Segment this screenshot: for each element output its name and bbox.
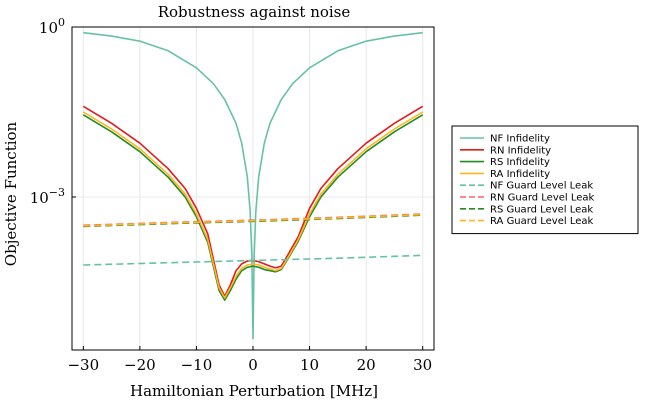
x-tick-label: −10: [181, 356, 213, 374]
x-axis-label: Hamiltonian Perturbation [MHz]: [130, 382, 378, 400]
x-tick-label: −30: [67, 356, 99, 374]
series-line-ra-infidelity: [82, 111, 424, 299]
series-line-nf-guard-level-leak: [83, 254, 423, 266]
series-line-ra-guard-level-leak: [83, 213, 423, 227]
legend-label: NF Infidelity: [490, 134, 550, 145]
y-tick-label: 10−3: [30, 186, 65, 207]
legend-label: RN Guard Level Leak: [490, 193, 595, 204]
x-tick-label: −20: [124, 356, 156, 374]
y-axis-label: Objective Function: [2, 121, 20, 266]
legend-label: NF Guard Level Leak: [490, 181, 593, 192]
series-line-rs-infidelity: [82, 114, 424, 301]
legend-label: RN Infidelity: [490, 145, 551, 156]
y-axis: 100 10−3: [30, 16, 76, 207]
legend-label: RS Infidelity: [490, 157, 550, 168]
x-tick-label: 10: [300, 356, 319, 374]
legend-label: RS Guard Level Leak: [490, 204, 593, 215]
x-tick-label: 0: [248, 356, 258, 374]
legend-label: RA Infidelity: [490, 169, 550, 180]
y-tick-label: 100: [39, 16, 65, 37]
legend-label: RA Guard Level Leak: [490, 216, 593, 227]
x-axis: −30 −20 −10 0 10 20 30: [67, 346, 432, 374]
legend-box: [451, 125, 639, 235]
series-group: [82, 31, 424, 340]
series-line-nf-infidelity: [83, 31, 423, 340]
chart-title: Robustness against noise: [158, 3, 351, 21]
x-tick-label: 20: [357, 356, 376, 374]
x-tick-label: 30: [413, 356, 432, 374]
grid: [72, 26, 434, 350]
